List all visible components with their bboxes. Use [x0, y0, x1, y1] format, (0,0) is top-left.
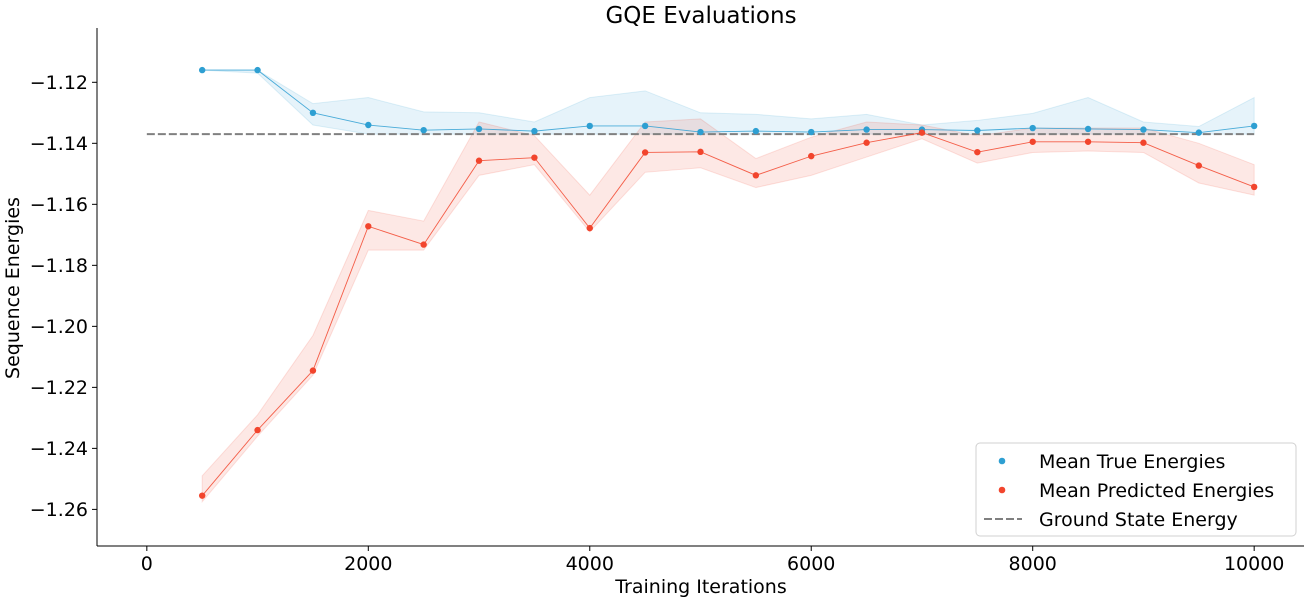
- point-mean-true-energies: [808, 128, 815, 136]
- band-mean-predicted-energies: [201, 118, 1255, 504]
- axes: [96, 28, 1304, 547]
- point-mean-predicted-energies: [254, 426, 261, 434]
- point-mean-true-energies: [1250, 122, 1258, 130]
- point-mean-predicted-energies: [918, 129, 926, 136]
- point-mean-true-energies: [1140, 126, 1147, 133]
- line-mean-true-energies: [202, 69, 1255, 134]
- point-mean-true-energies: [1029, 124, 1036, 132]
- point-mean-true-energies: [475, 125, 483, 133]
- point-mean-predicted-energies: [1029, 138, 1036, 145]
- x-tick-label: 4000: [566, 553, 614, 575]
- legend-box: [975, 442, 1297, 537]
- x-tick-label: 6000: [787, 553, 835, 575]
- point-mean-predicted-energies: [1140, 139, 1147, 146]
- point-mean-true-energies: [586, 122, 593, 130]
- x-tick-label: 10000: [1224, 553, 1284, 575]
- point-mean-true-energies: [531, 127, 538, 135]
- y-axis-ticks: −1.26 −1.24 −1.22 −1.20 −1.18 −1.16 −1.14 −1.12: [30, 72, 97, 521]
- point-mean-predicted-energies: [531, 154, 538, 161]
- y-tick-label: −1.20: [30, 316, 88, 338]
- point-mean-predicted-energies: [808, 152, 815, 160]
- point-mean-predicted-energies: [475, 157, 483, 164]
- x-tick-label: 2000: [344, 553, 392, 575]
- band-mean-true-energies: [202, 69, 1255, 135]
- chart-title: GQE Evaluations: [605, 3, 796, 29]
- legend-label-mean-true-energies: Mean True Energies: [1039, 451, 1225, 473]
- series-points: [198, 66, 1258, 499]
- point-mean-true-energies: [198, 66, 206, 74]
- legend-label-ground-state-energy: Ground State Energy: [1039, 509, 1238, 531]
- point-mean-true-energies: [697, 128, 704, 136]
- point-mean-predicted-energies: [309, 367, 317, 374]
- point-mean-predicted-energies: [365, 223, 372, 230]
- x-tick-label: 8000: [1009, 553, 1057, 575]
- point-mean-predicted-energies: [198, 492, 206, 499]
- point-mean-predicted-energies: [974, 148, 981, 156]
- point-mean-predicted-energies: [1195, 162, 1203, 169]
- y-tick-label: −1.14: [30, 133, 88, 155]
- point-mean-true-energies: [974, 127, 981, 134]
- point-mean-true-energies: [420, 126, 427, 134]
- y-axis-label: Sequence Energies: [2, 197, 24, 379]
- point-mean-true-energies: [752, 127, 760, 135]
- y-tick-label: −1.24: [30, 438, 88, 460]
- series-lines: [201, 69, 1255, 496]
- legend-marker-mean-true-energies: [998, 457, 1006, 465]
- confidence-bands: [201, 69, 1255, 504]
- point-mean-predicted-energies: [420, 241, 427, 248]
- point-mean-predicted-energies: [863, 139, 870, 146]
- point-mean-predicted-energies: [586, 224, 593, 232]
- line-mean-predicted-energies: [201, 132, 1255, 496]
- point-mean-predicted-energies: [1084, 138, 1092, 145]
- point-mean-true-energies: [1195, 129, 1203, 136]
- point-mean-true-energies: [309, 109, 317, 117]
- legend-label-mean-predicted-energies: Mean Predicted Energies: [1039, 480, 1274, 502]
- point-mean-predicted-energies: [641, 149, 649, 156]
- y-tick-label: −1.26: [30, 499, 88, 521]
- point-mean-predicted-energies: [752, 172, 760, 179]
- point-mean-true-energies: [254, 66, 261, 74]
- point-mean-predicted-energies: [697, 148, 704, 156]
- y-tick-label: −1.18: [30, 255, 88, 277]
- point-mean-true-energies: [365, 121, 372, 129]
- y-tick-label: −1.16: [30, 194, 88, 216]
- legend-marker-mean-predicted-energies: [998, 486, 1006, 494]
- y-tick-label: −1.12: [30, 72, 88, 94]
- x-tick-label: 0: [141, 553, 153, 575]
- legend: Mean True Energies Mean Predicted Energie…: [975, 442, 1297, 537]
- point-mean-true-energies: [641, 122, 649, 130]
- x-axis-ticks: 0 2000 4000 6000 8000 10000: [141, 546, 1284, 575]
- point-mean-true-energies: [1084, 125, 1092, 133]
- y-tick-label: −1.22: [30, 377, 88, 399]
- x-axis-label: Training Iterations: [614, 576, 787, 598]
- point-mean-predicted-energies: [1250, 183, 1258, 191]
- point-mean-true-energies: [863, 126, 870, 133]
